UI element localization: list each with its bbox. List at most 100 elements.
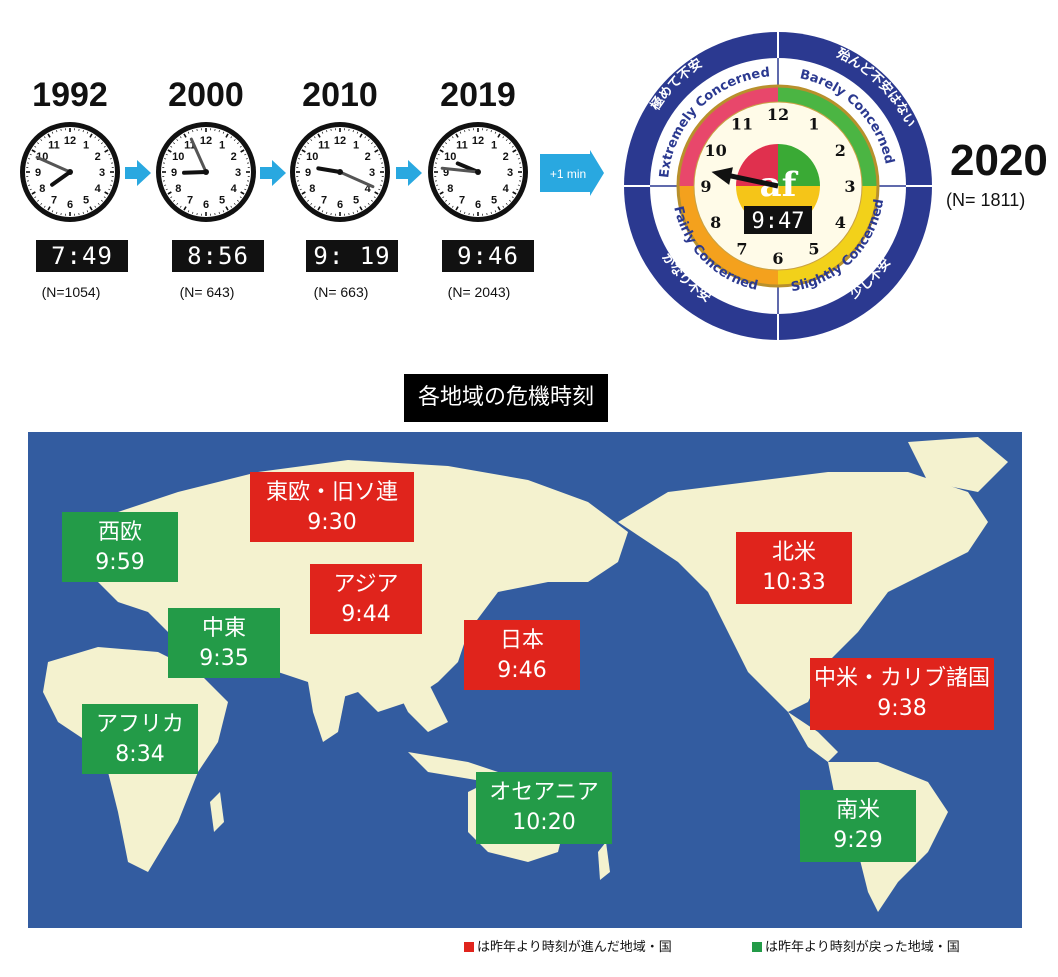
region-name: 南米 <box>835 798 880 823</box>
minute-hand <box>338 170 375 189</box>
region-central-america: 中米・カリブ諸国 9:38 <box>810 658 994 730</box>
main-digital-time: 9:47 <box>752 209 805 234</box>
clock-number: 5 <box>83 195 89 207</box>
main-clock-number: 4 <box>835 213 846 232</box>
region-name: オセアニア <box>489 780 599 805</box>
clock-number: 3 <box>507 167 513 179</box>
minute-hand <box>189 137 208 174</box>
clock-number: 9 <box>35 167 41 179</box>
arrow-right-icon <box>260 160 286 186</box>
green-square-icon <box>752 942 762 952</box>
main-hand-arrowhead <box>711 167 733 185</box>
clock-number: 4 <box>231 183 238 195</box>
clock-number: 6 <box>203 199 209 211</box>
main-clock-number: 11 <box>731 115 753 134</box>
plus-one-minute-arrow-icon: +1 min <box>540 150 604 196</box>
clock-number: 10 <box>172 151 184 163</box>
clock-number: 1 <box>491 139 497 151</box>
clock-number: 9 <box>171 167 177 179</box>
clock-number: 12 <box>200 135 212 147</box>
region-name: 中米・カリブ諸国 <box>813 666 990 691</box>
map-title: 各地域の危機時刻 <box>404 374 609 422</box>
clock-number: 5 <box>491 195 497 207</box>
legend-red-text: は昨年より時刻が進んだ地域・国 <box>477 940 672 955</box>
region-time: 9:59 <box>95 550 145 575</box>
region-south-america: 南米 9:29 <box>800 790 916 862</box>
main-clock-number: 3 <box>844 177 855 196</box>
clock-number: 1 <box>353 139 359 151</box>
region-time: 10:20 <box>512 810 576 835</box>
clock-number: 11 <box>184 139 196 151</box>
legend-green-text: は昨年より時刻が戻った地域・国 <box>765 940 960 955</box>
region-time: 9:30 <box>307 510 357 535</box>
clock-number: 4 <box>365 183 372 195</box>
red-square-icon <box>464 942 474 952</box>
sample-size-1992: (N=1054) <box>41 284 101 300</box>
digital-time-1992: 7:49 <box>36 240 128 272</box>
legend-red: は昨年より時刻が進んだ地域・国 <box>464 936 672 955</box>
year-2019-label: 2019 <box>440 76 516 114</box>
clock-number: 8 <box>447 183 453 195</box>
clock-number: 9 <box>443 167 449 179</box>
main-clock-number: 10 <box>705 141 727 160</box>
year-1992-label: 1992 <box>32 76 108 114</box>
region-time: 9:46 <box>497 658 547 683</box>
region-name: 北米 <box>771 540 816 565</box>
current-sample-size: (N= 1811) <box>946 190 1026 210</box>
year-2010-label: 2010 <box>302 76 378 114</box>
region-name: アフリカ <box>95 712 184 737</box>
region-west-europe: 西欧 9:59 <box>62 512 178 582</box>
region-africa: アフリカ 8:34 <box>82 704 198 774</box>
clock-number: 6 <box>475 199 481 211</box>
region-north-america: 北米 10:33 <box>736 532 852 604</box>
clock-number: 8 <box>175 183 181 195</box>
clock-number: 5 <box>219 195 225 207</box>
clock-number: 12 <box>64 135 76 147</box>
clock-number: 10 <box>306 151 318 163</box>
clock-number: 12 <box>472 135 484 147</box>
region-east-europe: 東欧・旧ソ連 9:30 <box>250 472 414 542</box>
plus-one-minute-label: +1 min <box>550 167 586 181</box>
region-name: 東欧・旧ソ連 <box>265 480 398 505</box>
region-time: 9:35 <box>199 646 249 671</box>
clock-number: 3 <box>369 167 375 179</box>
region-name: 西欧 <box>97 520 142 545</box>
clock-number: 6 <box>337 199 343 211</box>
clock-number: 11 <box>318 139 330 151</box>
year-2000-label: 2000 <box>168 76 244 114</box>
digital-time-2010: 9: 19 <box>306 240 398 272</box>
region-name: アジア <box>333 572 399 597</box>
clock-number: 2 <box>365 151 371 163</box>
clock-number: 11 <box>48 139 60 151</box>
clock-number: 4 <box>95 183 102 195</box>
clock-number: 7 <box>459 195 465 207</box>
sample-size-2010: (N= 663) <box>313 284 369 300</box>
digital-time-2019: 9:46 <box>442 240 534 272</box>
region-time: 9:38 <box>877 696 927 721</box>
region-asia: アジア 9:44 <box>310 564 422 634</box>
region-middle-east: 中東 9:35 <box>168 608 280 678</box>
clock-number: 7 <box>187 195 193 207</box>
clock-number: 8 <box>309 183 315 195</box>
region-name: 中東 <box>201 616 246 641</box>
region-japan: 日本 9:46 <box>464 620 580 690</box>
region-name: 日本 <box>499 628 544 653</box>
region-oceania: オセアニア 10:20 <box>476 772 612 844</box>
clock-number: 8 <box>39 183 45 195</box>
clock-number: 1 <box>219 139 225 151</box>
main-clock-number: 1 <box>808 115 819 134</box>
hour-hand <box>50 170 72 187</box>
clock-number: 5 <box>353 195 359 207</box>
clock-number: 3 <box>99 167 105 179</box>
clock-number: 2 <box>503 151 509 163</box>
main-clock-number: 2 <box>835 141 846 160</box>
sample-size-2019: (N= 2043) <box>447 284 511 300</box>
legend-green: は昨年より時刻が戻った地域・国 <box>752 936 960 955</box>
main-clock-number: 8 <box>710 213 721 232</box>
clock-number: 2 <box>95 151 101 163</box>
main-clock-number: 12 <box>767 105 789 124</box>
